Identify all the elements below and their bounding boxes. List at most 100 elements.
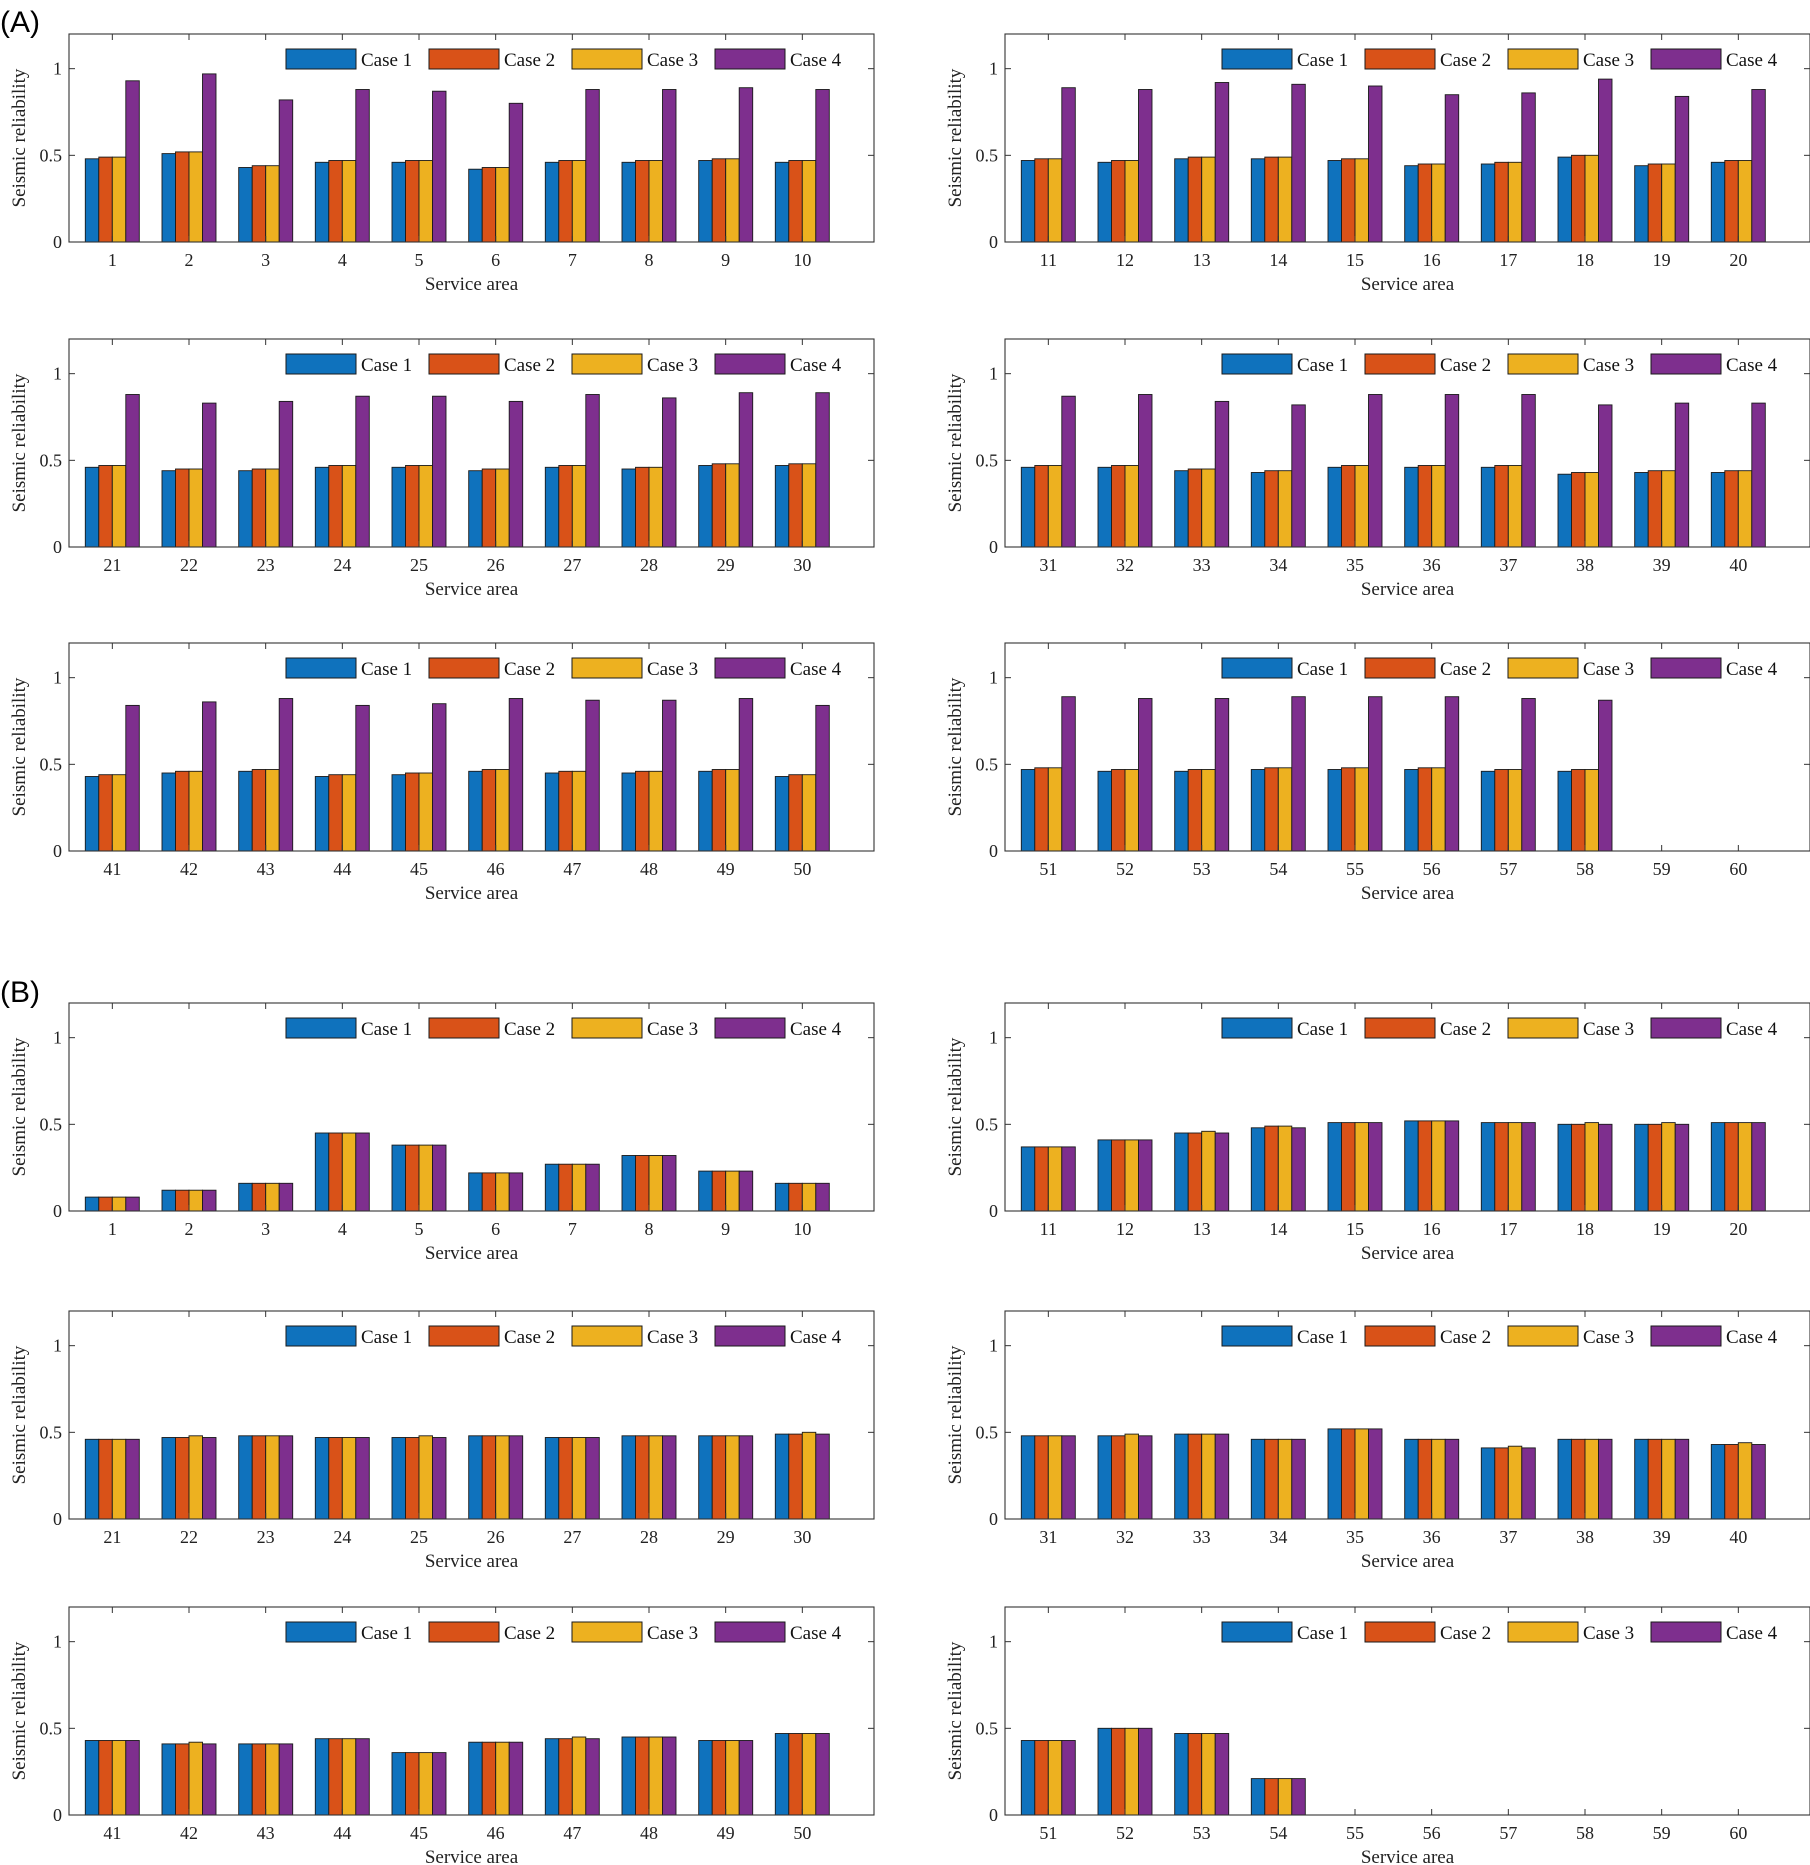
x-axis-label: Service area: [1361, 1551, 1455, 1572]
x-tick-label: 41: [103, 1823, 121, 1843]
bar-case-2-area-16: [1417, 1120, 1433, 1212]
bar-case-4-area-44: [355, 704, 370, 852]
bar-case-3-area-14: [1277, 156, 1293, 243]
bar-case-1-area-15: [1327, 160, 1342, 243]
x-tick-label: 30: [793, 555, 811, 575]
bar-case-3-area-34: [1277, 470, 1293, 548]
axes-box: [1004, 33, 1810, 243]
bar-case-4-area-13: [1214, 1132, 1230, 1212]
x-tick-label: 17: [1499, 1219, 1517, 1239]
x-tick-label: 14: [1269, 250, 1287, 270]
bar-case-2-area-15: [1341, 1122, 1356, 1212]
y-tick-label: 1: [53, 364, 62, 384]
bar-case-1-area-25: [391, 1437, 406, 1520]
bar-case-2-area-49: [711, 1740, 727, 1816]
bar-case-2-area-36: [1417, 1438, 1433, 1520]
x-axis-label: Service area: [1361, 579, 1455, 600]
y-tick-label: 0: [53, 1201, 62, 1221]
x-tick-label: 28: [640, 555, 658, 575]
legend-swatch-case-2: [1364, 1325, 1436, 1347]
bar-case-3-area-44: [341, 1738, 357, 1816]
bar-case-4-area-21: [125, 1438, 140, 1520]
bar-case-1-area-9: [698, 160, 713, 243]
bar-case-1-area-35: [1327, 466, 1342, 548]
axes-box: [68, 33, 875, 243]
bar-case-4-area-12: [1138, 1139, 1153, 1212]
bar-case-2-area-48: [635, 1736, 650, 1816]
bar-case-1-area-53: [1174, 1733, 1189, 1816]
bar-case-3-area-26: [495, 1435, 510, 1520]
legend-label-case-2: Case 2: [504, 355, 555, 376]
y-axis-label: Seismic reliability: [9, 1037, 30, 1176]
legend-swatch-case-3: [1507, 1017, 1579, 1039]
bar-case-1-area-56: [1404, 769, 1419, 852]
x-tick-label: 37: [1499, 1527, 1517, 1547]
bar-case-1-area-44: [314, 1738, 330, 1816]
bar-case-1-area-10: [774, 1182, 790, 1212]
legend-label-case-1: Case 1: [1297, 659, 1348, 680]
bar-case-3-area-37: [1507, 465, 1523, 548]
bar-case-4-area-15: [1368, 1122, 1383, 1212]
legend-label-case-4: Case 4: [790, 659, 842, 680]
bar-case-1-area-54: [1250, 769, 1266, 852]
x-tick-label: 57: [1499, 859, 1517, 879]
x-tick-label: 55: [1346, 859, 1364, 879]
x-axis-label: Service area: [1361, 883, 1455, 904]
bar-case-2-area-35: [1341, 1428, 1356, 1520]
bar-case-2-area-11: [1034, 158, 1049, 243]
bar-case-1-area-3: [238, 167, 253, 243]
bar-case-3-area-41: [111, 1740, 127, 1816]
bar-case-1-area-16: [1404, 1120, 1419, 1212]
legend-swatch-case-4: [714, 1017, 786, 1039]
legend-label-case-1: Case 1: [361, 1327, 412, 1348]
bar-case-4-area-20: [1751, 89, 1766, 243]
legend-label-case-2: Case 2: [1440, 1623, 1491, 1644]
x-tick-label: 32: [1116, 555, 1134, 575]
bar-case-3-area-24: [341, 1437, 357, 1520]
bar-case-3-area-31: [1047, 465, 1063, 548]
bar-case-3-area-20: [1737, 160, 1753, 243]
bar-case-4-area-47: [585, 1738, 600, 1816]
bar-case-1-area-5: [391, 161, 406, 243]
x-tick-label: 39: [1653, 1527, 1671, 1547]
x-tick-label: 59: [1653, 859, 1671, 879]
x-tick-label: 16: [1423, 250, 1441, 270]
bar-case-2-area-1: [98, 156, 113, 243]
bar-case-4-area-41: [125, 704, 140, 852]
bar-case-4-area-6: [508, 102, 524, 243]
bar-case-3-area-35: [1354, 1428, 1369, 1520]
x-tick-label: 31: [1039, 1527, 1057, 1547]
bar-case-3-area-22: [188, 468, 203, 548]
bar-case-2-area-18: [1571, 1123, 1586, 1212]
bar-case-4-area-53: [1214, 698, 1230, 852]
bar-case-4-area-31: [1061, 395, 1076, 548]
x-tick-label: 8: [645, 1219, 654, 1239]
bar-case-4-area-15: [1368, 85, 1383, 243]
bar-case-2-area-34: [1264, 1438, 1279, 1520]
bar-case-4-area-37: [1521, 394, 1536, 548]
bar-case-4-area-6: [508, 1172, 524, 1212]
bar-case-3-area-28: [648, 1435, 663, 1520]
bar-case-3-area-4: [341, 160, 357, 243]
legend-swatch-case-1: [285, 1325, 357, 1347]
bar-case-3-area-50: [801, 1733, 817, 1816]
bar-case-4-area-40: [1751, 1444, 1766, 1520]
bar-case-3-area-12: [1124, 160, 1139, 243]
bar-case-4-area-25: [432, 395, 447, 548]
bar-case-1-area-35: [1327, 1428, 1342, 1520]
x-tick-label: 52: [1116, 1823, 1134, 1843]
legend-swatch-case-3: [571, 48, 643, 70]
subplot-2: 11 12 13 14 15 16 17 18 19 20 0 0.5 1 Service area Sei…: [945, 33, 1810, 295]
bar-case-1-area-55: [1327, 769, 1342, 852]
y-tick-label: 0.5: [40, 1718, 63, 1738]
x-tick-label: 2: [185, 250, 194, 270]
bar-case-2-area-10: [788, 160, 803, 243]
x-tick-label: 21: [103, 1527, 121, 1547]
legend-label-case-3: Case 3: [647, 1019, 698, 1040]
bar-case-1-area-45: [391, 1752, 406, 1816]
bar-case-3-area-35: [1354, 465, 1369, 548]
bar-case-3-area-16: [1431, 163, 1446, 243]
legend-swatch-case-2: [428, 353, 500, 375]
legend-label-case-1: Case 1: [1297, 355, 1348, 376]
